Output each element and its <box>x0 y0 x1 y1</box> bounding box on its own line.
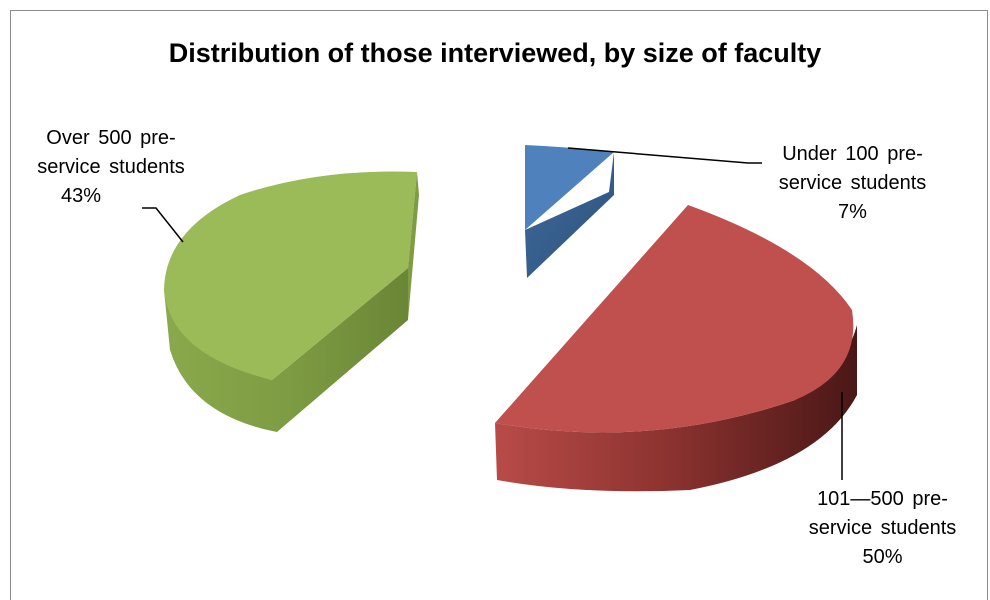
slice-over-500-edge <box>408 172 419 320</box>
slice-101-500-side <box>495 325 857 492</box>
label-under-100-value: 7% <box>838 201 867 223</box>
label-under-100: Under 100 pre- service students 7% <box>745 140 960 227</box>
leader-line-over-500 <box>142 207 184 243</box>
slice-101-500 <box>495 205 857 492</box>
slice-over-500 <box>164 171 419 432</box>
chart-title: Distribution of those interviewed, by si… <box>168 38 822 68</box>
slice-over-500-side <box>164 268 408 432</box>
label-101-500-line1: 101—500 pre- <box>817 488 948 510</box>
label-over-500: Over 500 pre- service students 43% <box>6 124 216 211</box>
leader-line-under-100 <box>567 147 762 164</box>
label-over-500-value: 43% <box>60 185 102 207</box>
slice-under-100-side <box>525 152 614 278</box>
label-101-500-line2: service students <box>808 517 957 539</box>
leader-lines <box>142 147 843 480</box>
label-under-100-line2: service students <box>778 172 927 194</box>
slice-under-100-top <box>525 145 614 230</box>
label-under-100-line1: Under 100 pre- <box>782 143 923 165</box>
slice-over-500-top <box>164 171 417 380</box>
label-over-500-line1: Over 500 pre- <box>46 127 176 149</box>
label-over-500-line2: service students <box>37 156 185 178</box>
slice-101-500-top <box>495 205 854 433</box>
slice-under-100 <box>525 145 614 278</box>
label-101-500-value: 50% <box>862 546 903 568</box>
label-101-500: 101—500 pre- service students 50% <box>775 485 990 572</box>
